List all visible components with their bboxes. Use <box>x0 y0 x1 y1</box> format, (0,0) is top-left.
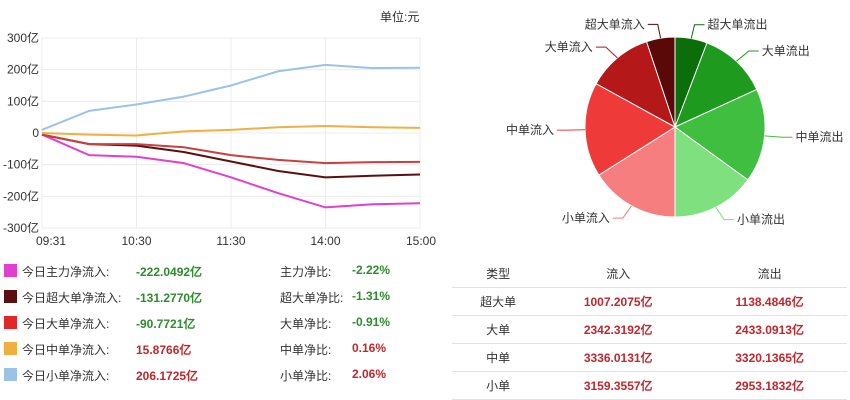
table-header-row: 类型 流入 流出 <box>452 260 847 288</box>
table-row: 小单 3159.3557亿 2953.1832亿 <box>452 371 847 400</box>
legend-row: 今日大单净流入: -90.7721亿 大单净比: -0.91% <box>0 308 440 334</box>
x-tick-label: 14:00 <box>310 234 340 248</box>
pie-slice <box>595 40 676 129</box>
y-tick-label: 200亿 <box>7 62 39 77</box>
legend-ratio-value: -1.31% <box>352 289 391 303</box>
legend-label: 今日小单净流入: <box>22 369 110 383</box>
pie-slice-label: 大单流入 <box>545 40 593 54</box>
y-tick-label: 0 <box>32 126 39 140</box>
legend-ratio-label: 大单净比: <box>280 317 332 331</box>
y-tick-label: 300亿 <box>7 30 39 45</box>
y-tick-label: -200亿 <box>3 188 39 203</box>
legend-value: -90.7721亿 <box>136 317 196 331</box>
cell-inflow: 3336.0131亿 <box>544 343 693 372</box>
cell-inflow: 3159.3557亿 <box>544 371 693 400</box>
legend-row: 今日中单净流入: 15.8766亿 中单净比: 0.16% <box>0 334 440 360</box>
table-row: 大单 2342.3192亿 2433.0913亿 <box>452 315 847 344</box>
table-row: 中单 3336.0131亿 3320.1365亿 <box>452 343 847 372</box>
pie-leader-line <box>764 135 793 138</box>
legend-ratio-label: 中单净比: <box>280 343 332 357</box>
series-line <box>41 125 421 137</box>
cell-outflow: 2953.1832亿 <box>692 371 847 400</box>
cell-type: 大单 <box>452 315 545 344</box>
pie-leader-line <box>647 23 662 39</box>
pie-leader-line <box>736 50 759 62</box>
pie-slice <box>674 42 758 128</box>
pie-slice-label: 超大单流出 <box>708 17 768 32</box>
x-tick-label: 09:31 <box>36 234 66 248</box>
net-inflow-legend: 今日主力净流入: -222.0492亿 主力净比: -2.22% 今日超大单净流… <box>0 256 440 386</box>
pie-slice-label: 小单流入 <box>562 211 610 225</box>
legend-ratio-label: 小单净比: <box>280 369 332 383</box>
pie-slice <box>674 88 766 181</box>
legend-swatch <box>4 316 17 329</box>
pie-slice-label: 大单流出 <box>762 44 810 58</box>
cell-outflow: 1138.4846亿 <box>692 287 847 316</box>
legend-label: 今日大单净流入: <box>22 317 110 331</box>
cell-type: 中单 <box>452 343 545 372</box>
pie-leader-line <box>612 205 632 219</box>
unit-label: 单位:元 <box>380 10 420 24</box>
legend-ratio-value: 0.16% <box>352 341 387 355</box>
legend-label: 今日中单净流入: <box>22 343 110 357</box>
capital-flow-table: 类型 流入 流出 超大单 1007.2075亿 1138.4846亿 大单 23… <box>452 260 847 400</box>
legend-label: 今日主力净流入: <box>22 265 110 279</box>
legend-ratio-label: 主力净比: <box>280 265 332 279</box>
legend-ratio-value: -0.91% <box>352 315 391 329</box>
legend-ratio-value: -2.22% <box>352 263 391 277</box>
table-row: 超大单 1007.2075亿 1138.4846亿 <box>452 287 847 316</box>
x-tick-label: 11:30 <box>216 234 245 248</box>
cell-type: 超大单 <box>452 287 545 316</box>
net-inflow-line-chart: 300亿 200亿 100亿 0 -100亿 -200亿 -300亿 09:31 10:30 1… <box>3 30 436 248</box>
legend-row: 今日主力净流入: -222.0492亿 主力净比: -2.22% <box>0 256 440 282</box>
legend-label: 今日超大单净流入: <box>22 291 122 305</box>
y-tick-label: -300亿 <box>3 220 39 235</box>
legend-row: 今日小单净流入: 206.1725亿 小单净比: 2.06% <box>0 360 440 386</box>
x-tick-label: 15:00 <box>406 234 436 248</box>
pie-slice <box>584 83 676 176</box>
pie-slice-label: 中单流入 <box>506 122 554 137</box>
pie-slice <box>674 126 749 218</box>
legend-ratio-value: 2.06% <box>352 367 387 381</box>
pie-slice <box>645 36 676 128</box>
legend-swatch <box>4 290 17 303</box>
column-header-type: 类型 <box>452 260 545 288</box>
cell-inflow: 1007.2075亿 <box>544 287 693 316</box>
legend-swatch <box>4 264 17 277</box>
y-tick-label: 100亿 <box>7 93 39 108</box>
legend-row: 今日超大单净流入: -131.2770亿 超大单净比: -1.31% <box>0 282 440 308</box>
cell-outflow: 2433.0913亿 <box>692 315 847 344</box>
legend-value: -222.0492亿 <box>136 265 203 279</box>
legend-swatch <box>4 368 17 381</box>
legend-swatch <box>4 342 17 355</box>
legend-value: -131.2770亿 <box>136 291 203 305</box>
pie-leader-line <box>715 206 735 221</box>
series-line <box>41 63 421 131</box>
series-line <box>41 133 421 209</box>
legend-value: 206.1725亿 <box>136 369 199 383</box>
legend-value: 15.8766亿 <box>136 343 192 357</box>
series-line <box>41 133 421 165</box>
pie-leader-line <box>595 46 618 59</box>
cell-type: 小单 <box>452 371 545 400</box>
column-header-inflow: 流入 <box>544 260 693 288</box>
pie-slice-label: 中单流出 <box>795 129 843 144</box>
y-tick-label: -100亿 <box>3 157 39 172</box>
cell-inflow: 2342.3192亿 <box>544 315 693 344</box>
legend-ratio-label: 超大单净比: <box>280 291 344 305</box>
cell-outflow: 3320.1365亿 <box>692 343 847 372</box>
x-tick-label: 10:30 <box>121 234 151 248</box>
pie-slice-label: 超大单流入 <box>585 16 645 31</box>
pie-leader-line <box>690 24 705 39</box>
pie-slice-label: 小单流出 <box>737 213 785 227</box>
column-header-outflow: 流出 <box>692 260 847 288</box>
